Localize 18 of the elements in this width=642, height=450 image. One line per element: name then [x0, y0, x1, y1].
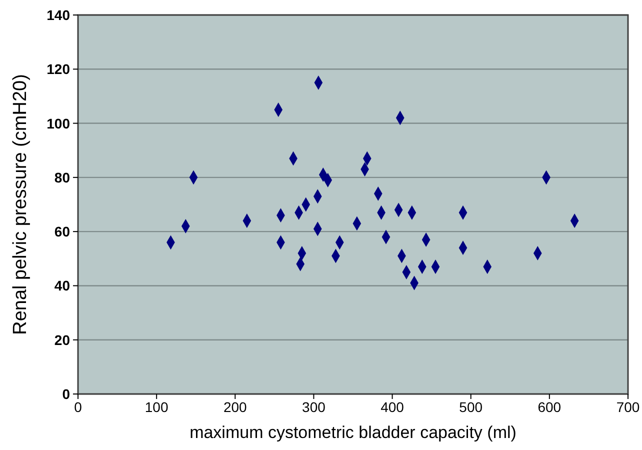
- y-tick-label: 140: [46, 7, 70, 23]
- x-tick-label: 0: [74, 399, 82, 415]
- y-tick-label: 0: [62, 386, 70, 402]
- y-tick-label: 80: [54, 169, 70, 186]
- y-tick-label: 20: [54, 332, 70, 348]
- y-tick-label: 40: [54, 278, 70, 294]
- x-tick-label: 300: [302, 399, 326, 415]
- x-tick-label: 600: [538, 399, 562, 415]
- x-tick-label: 400: [380, 399, 404, 415]
- y-tick-label: 100: [46, 115, 70, 132]
- x-axis-title: maximum cystometric bladder capacity (ml): [190, 423, 516, 442]
- x-tick-label: 500: [459, 399, 483, 415]
- x-tick-label: 100: [144, 399, 168, 415]
- y-axis-title: Renal pelvic pressure (cmH20): [10, 74, 31, 335]
- y-tick-label: 60: [54, 224, 70, 240]
- y-tick-label: 120: [46, 61, 70, 78]
- x-tick-label: 700: [616, 399, 640, 415]
- x-tick-label: 200: [223, 399, 248, 415]
